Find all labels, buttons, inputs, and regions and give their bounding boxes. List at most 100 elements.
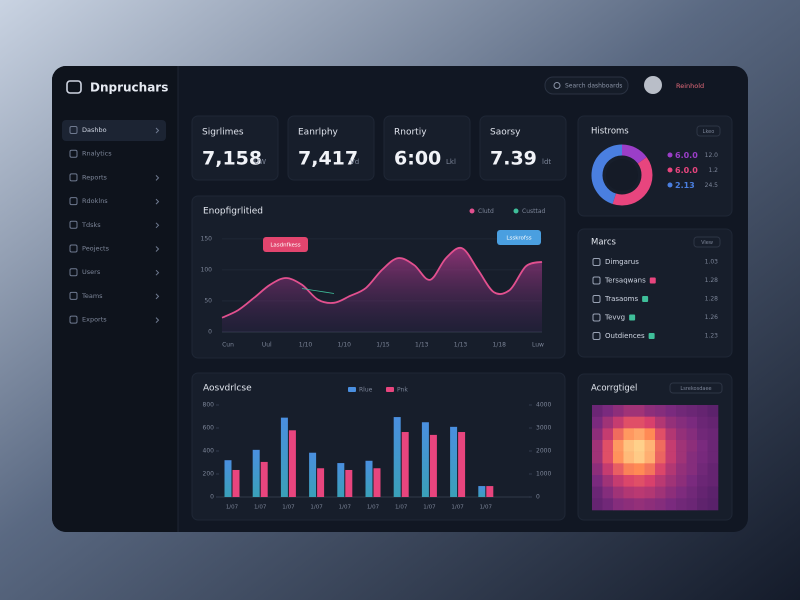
y-tick-label: 150 <box>201 235 213 242</box>
search-box[interactable] <box>544 76 629 95</box>
brand: Dnpruchars <box>90 81 168 95</box>
y2-tick-label: 1000 <box>536 471 551 478</box>
heat-cell <box>644 416 656 429</box>
heat-cell <box>602 463 614 476</box>
nav-label[interactable]: Teams <box>81 292 103 300</box>
heat-cell <box>602 498 614 511</box>
card-button[interactable] <box>669 382 723 394</box>
heat-cell <box>602 416 614 429</box>
heat-cell <box>686 405 698 417</box>
row-name: Tersaqwans <box>604 277 646 285</box>
heat-cell <box>592 440 603 452</box>
x-tick-label: Cun <box>222 342 234 349</box>
legend-value: 24.5 <box>705 182 719 189</box>
y2-tick-label: 2000 <box>536 448 551 455</box>
heat-cell <box>644 440 656 452</box>
kpi-value: 7,417 <box>298 148 358 170</box>
legend-swatch <box>386 387 394 392</box>
heat-cell <box>655 475 666 487</box>
bar <box>373 468 381 497</box>
chart-title: Aosvdrlcse <box>203 384 252 394</box>
heat-cell <box>655 486 666 499</box>
bar <box>421 422 429 497</box>
heat-cell <box>686 475 698 487</box>
row-value: 1.23 <box>705 333 719 340</box>
heat-cell <box>623 475 635 487</box>
nav-label[interactable]: Reports <box>82 173 108 181</box>
search-placeholder[interactable]: Search dashboards <box>565 83 622 90</box>
heat-cell <box>644 428 656 441</box>
heat-cell <box>655 451 666 464</box>
nav-label[interactable]: Rdoklns <box>82 197 108 205</box>
bar <box>345 469 353 497</box>
donut-card <box>577 115 733 217</box>
heat-cell <box>634 428 645 441</box>
x-tick-label: 1/07 <box>254 505 267 511</box>
line-series <box>301 288 335 294</box>
line-area-fill <box>222 247 542 332</box>
chart-title: Histroms <box>591 127 629 137</box>
nav-label[interactable]: Exports <box>82 316 107 324</box>
heat-cell <box>686 498 698 511</box>
line-series <box>221 246 543 319</box>
donut-hole <box>606 159 638 191</box>
heat-cell <box>707 498 719 511</box>
legend-label: Clutd <box>478 208 494 215</box>
heat-cell <box>697 440 708 452</box>
heat-cell <box>602 440 614 452</box>
nav-label[interactable]: Peojects <box>82 245 110 253</box>
tooltip-label: Lasdnfkess <box>270 243 300 249</box>
nav-label[interactable]: Tdsks <box>81 221 101 229</box>
nav-icon <box>69 197 78 206</box>
nav-label[interactable]: Rnalytics <box>82 150 112 158</box>
heat-cell <box>707 405 719 417</box>
x-tick-label: 1/07 <box>480 505 493 511</box>
heat-cell <box>707 440 719 452</box>
heat-cell <box>644 486 656 499</box>
bar <box>252 449 260 497</box>
heat-cell <box>613 486 624 499</box>
bar <box>450 426 458 497</box>
donut-segment <box>621 144 647 164</box>
y-tick-label: 400 <box>203 448 215 455</box>
nav-label[interactable]: Users <box>82 268 101 276</box>
kpi-value: 7.39 <box>490 148 537 170</box>
nav-chevron <box>155 198 160 205</box>
bar <box>365 460 373 497</box>
row-icon <box>592 332 601 340</box>
heat-cell <box>655 416 666 429</box>
card-button[interactable] <box>693 236 721 248</box>
nav-label[interactable]: Dashbo <box>82 126 107 134</box>
y-tick-label: 200 <box>203 471 215 478</box>
avatar[interactable] <box>644 76 662 94</box>
y-tick-label: 800 <box>203 402 215 409</box>
card-button-label[interactable]: Lkeo <box>703 129 715 135</box>
y-tick-label: 600 <box>203 425 215 432</box>
x-tick-label: 1/13 <box>454 342 468 349</box>
y-tick-label: 0 <box>210 494 214 501</box>
heat-cell <box>655 428 666 441</box>
nav-icon <box>69 126 78 134</box>
kpi-title: Saorsy <box>490 128 521 138</box>
heat-cell <box>644 451 656 464</box>
legend-value: 1.2 <box>708 167 718 174</box>
card-button-label[interactable]: Lsrekosdaee <box>680 386 711 392</box>
card-button[interactable] <box>696 125 721 137</box>
heat-cell <box>676 405 687 417</box>
nav-icon <box>69 149 78 158</box>
nav-active[interactable] <box>62 120 166 141</box>
heat-cell <box>665 428 677 441</box>
heat-cell <box>665 451 677 464</box>
heat-cell <box>697 475 708 487</box>
legend-dot <box>667 167 673 173</box>
heat-cell <box>613 428 624 441</box>
user-name[interactable]: Reinhold <box>676 82 704 90</box>
card-button-label[interactable]: View <box>701 240 713 246</box>
nav-chevron <box>155 246 160 252</box>
heat-cell <box>707 486 719 499</box>
heat-cell <box>592 486 603 499</box>
kpi-unit: Vd <box>350 158 359 166</box>
kpi-unit: ldt <box>542 158 551 166</box>
nav-icon <box>69 244 78 253</box>
